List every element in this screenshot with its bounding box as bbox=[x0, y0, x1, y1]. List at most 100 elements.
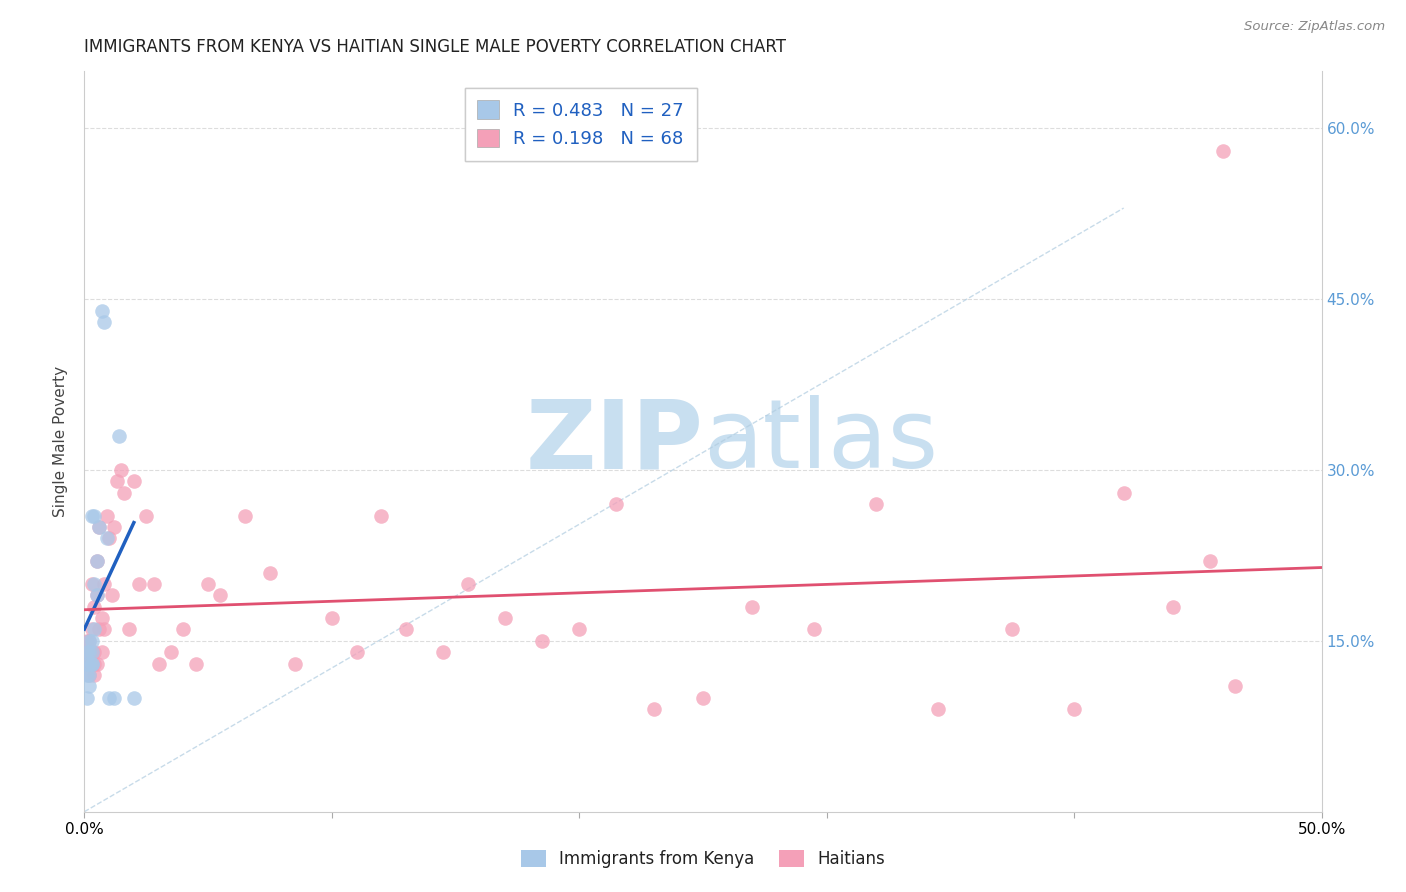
Point bbox=[1161, 599, 1184, 614]
Point bbox=[90, 645, 112, 659]
Point bbox=[86, 588, 108, 602]
Point bbox=[100, 588, 122, 602]
Point bbox=[110, 463, 132, 477]
Point bbox=[197, 577, 219, 591]
Text: IMMIGRANTS FROM KENYA VS HAITIAN SINGLE MALE POVERTY CORRELATION CHART: IMMIGRANTS FROM KENYA VS HAITIAN SINGLE … bbox=[84, 38, 786, 56]
Point bbox=[79, 657, 101, 671]
Point bbox=[80, 633, 103, 648]
Point bbox=[1212, 144, 1234, 158]
Point bbox=[233, 508, 256, 523]
Point bbox=[1223, 680, 1246, 694]
Point bbox=[160, 645, 183, 659]
Point bbox=[86, 554, 108, 568]
Point bbox=[90, 303, 112, 318]
Point bbox=[865, 497, 887, 511]
Y-axis label: Single Male Poverty: Single Male Poverty bbox=[53, 366, 69, 517]
Point bbox=[79, 668, 101, 682]
Point bbox=[80, 657, 103, 671]
Point bbox=[605, 497, 627, 511]
Point bbox=[80, 577, 103, 591]
Point bbox=[80, 508, 103, 523]
Point bbox=[370, 508, 392, 523]
Point bbox=[568, 623, 591, 637]
Point bbox=[346, 645, 368, 659]
Point bbox=[79, 645, 101, 659]
Point bbox=[89, 623, 111, 637]
Point bbox=[1063, 702, 1085, 716]
Point bbox=[284, 657, 307, 671]
Point bbox=[135, 508, 157, 523]
Text: Source: ZipAtlas.com: Source: ZipAtlas.com bbox=[1244, 20, 1385, 33]
Point bbox=[76, 668, 98, 682]
Point bbox=[79, 668, 101, 682]
Point bbox=[98, 532, 121, 546]
Point bbox=[79, 633, 101, 648]
Point bbox=[643, 702, 665, 716]
Point bbox=[112, 485, 135, 500]
Point bbox=[76, 645, 98, 659]
Point bbox=[1112, 485, 1135, 500]
Point bbox=[80, 645, 103, 659]
Point bbox=[98, 690, 121, 705]
Point bbox=[79, 657, 101, 671]
Point bbox=[1001, 623, 1024, 637]
Point bbox=[83, 577, 105, 591]
Point bbox=[86, 588, 108, 602]
Point bbox=[96, 532, 118, 546]
Point bbox=[76, 690, 98, 705]
Point bbox=[172, 623, 194, 637]
Point bbox=[321, 611, 343, 625]
Point bbox=[122, 475, 145, 489]
Point bbox=[184, 657, 207, 671]
Point bbox=[80, 623, 103, 637]
Point bbox=[93, 623, 115, 637]
Point bbox=[79, 680, 101, 694]
Point bbox=[93, 577, 115, 591]
Point bbox=[118, 623, 141, 637]
Point bbox=[83, 508, 105, 523]
Point bbox=[83, 623, 105, 637]
Point bbox=[80, 657, 103, 671]
Point bbox=[93, 315, 115, 329]
Point bbox=[83, 645, 105, 659]
Point bbox=[76, 633, 98, 648]
Point bbox=[927, 702, 949, 716]
Point bbox=[89, 520, 111, 534]
Point bbox=[83, 668, 105, 682]
Point bbox=[103, 520, 125, 534]
Point bbox=[76, 645, 98, 659]
Point bbox=[741, 599, 763, 614]
Point bbox=[803, 623, 825, 637]
Point bbox=[89, 520, 111, 534]
Point bbox=[692, 690, 714, 705]
Point bbox=[105, 475, 128, 489]
Text: atlas: atlas bbox=[703, 395, 938, 488]
Point bbox=[1199, 554, 1222, 568]
Point bbox=[86, 657, 108, 671]
Point bbox=[90, 611, 112, 625]
Point bbox=[432, 645, 454, 659]
Point bbox=[80, 657, 103, 671]
Point bbox=[457, 577, 479, 591]
Point bbox=[103, 690, 125, 705]
Point bbox=[142, 577, 165, 591]
Legend: R = 0.483   N = 27, R = 0.198   N = 68: R = 0.483 N = 27, R = 0.198 N = 68 bbox=[464, 87, 696, 161]
Point bbox=[259, 566, 281, 580]
Legend: Immigrants from Kenya, Haitians: Immigrants from Kenya, Haitians bbox=[515, 843, 891, 875]
Point bbox=[494, 611, 516, 625]
Point bbox=[83, 657, 105, 671]
Point bbox=[148, 657, 170, 671]
Point bbox=[531, 633, 554, 648]
Point bbox=[76, 657, 98, 671]
Point bbox=[86, 554, 108, 568]
Point bbox=[96, 508, 118, 523]
Point bbox=[79, 633, 101, 648]
Point bbox=[108, 429, 131, 443]
Point bbox=[83, 599, 105, 614]
Text: ZIP: ZIP bbox=[524, 395, 703, 488]
Point bbox=[76, 657, 98, 671]
Point bbox=[128, 577, 150, 591]
Point bbox=[122, 690, 145, 705]
Point bbox=[209, 588, 232, 602]
Point bbox=[395, 623, 418, 637]
